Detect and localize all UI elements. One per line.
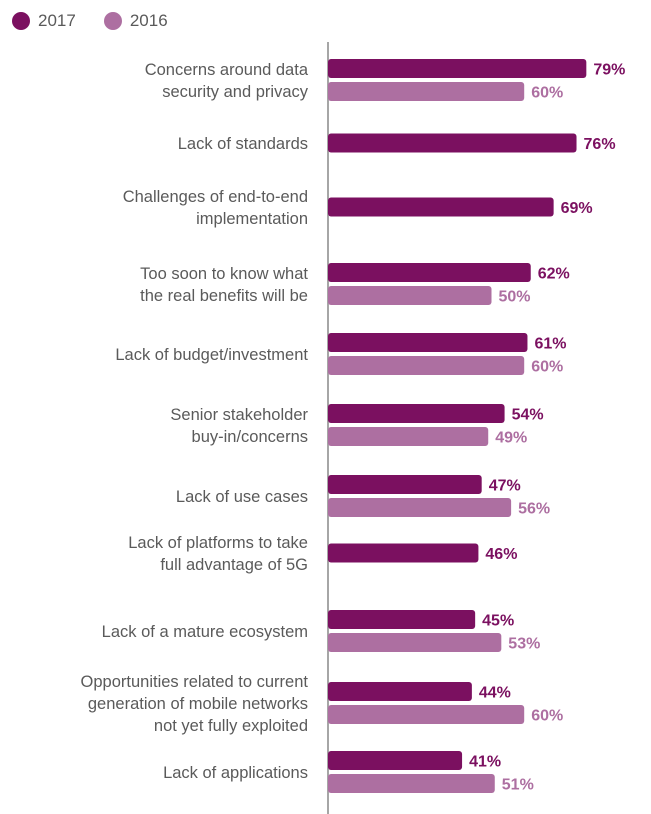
category-label-5: Senior stakeholder buy-in/concerns xyxy=(170,406,308,446)
bar-2017-6 xyxy=(328,475,482,494)
category-label-8: Lack of a mature ecosystem xyxy=(102,623,308,641)
bar-2016-8 xyxy=(328,633,502,652)
legend-swatch-2016 xyxy=(103,12,122,30)
bar-2017-7 xyxy=(328,543,479,563)
value-label-2017-6: 47% xyxy=(489,478,521,495)
value-label-2017-7: 46% xyxy=(485,546,517,563)
value-label-2016-3: 50% xyxy=(499,289,531,306)
value-label-2017-9: 44% xyxy=(479,685,511,702)
value-label-2016-6: 56% xyxy=(518,501,550,518)
bar-2016-9 xyxy=(328,705,525,724)
bar-2017-4 xyxy=(328,333,528,352)
legend: 2017 2016 xyxy=(12,9,196,33)
bar-2016-10 xyxy=(328,774,495,793)
bar-2017-5 xyxy=(328,404,505,423)
bar-2016-5 xyxy=(328,427,489,446)
bar-2017-8 xyxy=(328,610,476,629)
category-label-6: Lack of use cases xyxy=(176,488,308,506)
category-label-1: Lack of standards xyxy=(178,135,308,153)
value-label-2017-2: 69% xyxy=(561,200,593,217)
bar-2016-3 xyxy=(328,286,492,305)
value-label-2017-1: 76% xyxy=(584,136,616,153)
value-label-2017-4: 61% xyxy=(534,336,566,353)
category-label-3: Too soon to know what the real benefits w… xyxy=(140,265,308,305)
category-label-10: Lack of applications xyxy=(163,764,308,782)
value-label-2016-0: 60% xyxy=(531,85,563,102)
value-label-2017-10: 41% xyxy=(469,754,501,771)
legend-label-2017: 2017 xyxy=(38,11,76,30)
value-label-2017-0: 79% xyxy=(593,62,625,79)
legend-swatch-2017 xyxy=(12,12,30,30)
value-label-2017-8: 45% xyxy=(482,613,514,630)
value-label-2016-8: 53% xyxy=(508,636,540,653)
value-label-2016-5: 49% xyxy=(495,430,527,447)
bar-2017-1 xyxy=(328,133,577,153)
value-label-2016-10: 51% xyxy=(502,777,534,794)
category-label-9: Opportunities related to current generati… xyxy=(81,673,309,735)
bar-2017-10 xyxy=(328,751,463,770)
legend-item-2016: 2016 xyxy=(103,11,168,31)
value-label-2017-5: 54% xyxy=(512,407,544,424)
category-label-7: Lack of platforms to take full advantage … xyxy=(128,534,308,574)
value-label-2017-3: 62% xyxy=(538,266,570,283)
value-label-2016-9: 60% xyxy=(531,708,563,725)
category-label-4: Lack of budget/investment xyxy=(115,346,308,364)
value-label-2016-4: 60% xyxy=(531,359,563,376)
bar-2016-4 xyxy=(328,356,525,375)
category-label-2: Challenges of end-to-end implementation xyxy=(123,188,308,228)
bar-2016-0 xyxy=(328,82,525,101)
bar-2016-6 xyxy=(328,498,512,517)
bar-2017-0 xyxy=(328,59,587,78)
bar-2017-2 xyxy=(328,197,554,217)
bar-2017-9 xyxy=(328,682,472,701)
category-label-0: Concerns around data security and privacy xyxy=(145,61,309,101)
legend-item-2017: 2017 xyxy=(12,11,76,31)
legend-label-2016: 2016 xyxy=(129,11,168,30)
bar-2017-3 xyxy=(328,263,531,282)
